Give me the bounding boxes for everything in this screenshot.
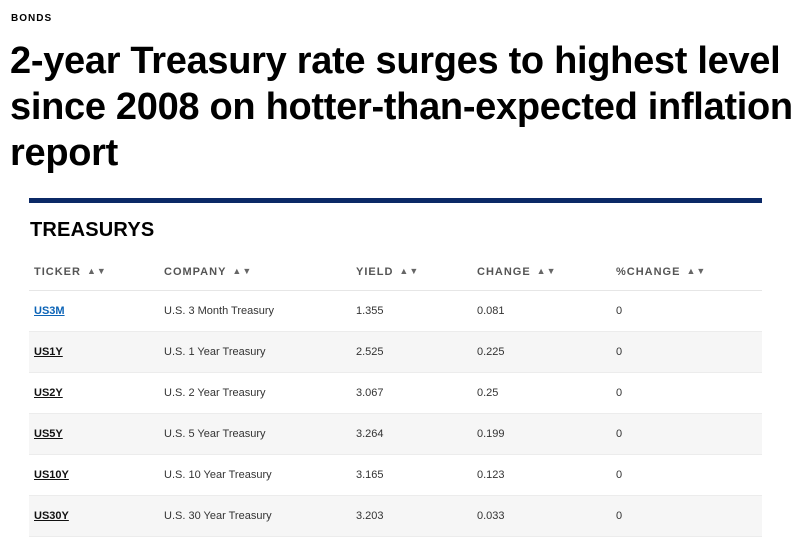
yield-cell: 3.203 — [351, 495, 472, 537]
change-cell: 0.123 — [472, 454, 611, 496]
pct-change-cell: 0 — [611, 372, 762, 414]
company-cell: U.S. 5 Year Treasury — [159, 413, 351, 455]
ticker-link[interactable]: US30Y — [34, 510, 69, 522]
section-kicker[interactable]: BONDS — [11, 13, 53, 24]
column-header-pct-change[interactable]: %CHANGE ▲▼ — [611, 254, 762, 291]
company-cell: U.S. 3 Month Treasury — [159, 290, 351, 332]
ticker-link[interactable]: US1Y — [34, 346, 63, 358]
article-headline: 2-year Treasury rate surges to highest l… — [10, 40, 793, 174]
pct-change-cell: 0 — [611, 495, 762, 537]
pct-change-cell: 0 — [611, 454, 762, 496]
change-cell: 0.225 — [472, 331, 611, 373]
company-cell: U.S. 2 Year Treasury — [159, 372, 351, 414]
pct-change-cell: 0 — [611, 413, 762, 455]
ticker-link[interactable]: US5Y — [34, 428, 63, 440]
table-row: US3M U.S. 3 Month Treasury 1.355 0.081 0 — [29, 290, 762, 332]
company-cell: U.S. 30 Year Treasury — [159, 495, 351, 537]
sort-icon[interactable]: ▲▼ — [686, 266, 707, 276]
ticker-link[interactable]: US3M — [34, 305, 65, 317]
sort-icon[interactable]: ▲▼ — [232, 266, 253, 276]
pct-change-cell: 0 — [611, 331, 762, 373]
sort-icon[interactable]: ▲▼ — [399, 266, 420, 276]
ticker-link[interactable]: US2Y — [34, 387, 63, 399]
change-cell: 0.199 — [472, 413, 611, 455]
yield-cell: 1.355 — [351, 290, 472, 332]
treasurys-table: TICKER ▲▼ COMPANY ▲▼ YIELD ▲▼ CHANGE ▲▼ %CHA… — [29, 254, 762, 537]
treasurys-module: TREASURYS TICKER ▲▼ COMPANY ▲▼ YIELD ▲▼ CHA… — [29, 198, 762, 537]
column-header-change[interactable]: CHANGE ▲▼ — [472, 254, 611, 291]
column-header-company[interactable]: COMPANY ▲▼ — [159, 254, 351, 291]
yield-cell: 3.067 — [351, 372, 472, 414]
pct-change-cell: 0 — [611, 290, 762, 332]
table-header-row: TICKER ▲▼ COMPANY ▲▼ YIELD ▲▼ CHANGE ▲▼ %CHA… — [29, 254, 762, 291]
change-cell: 0.033 — [472, 495, 611, 537]
table-row: US2Y U.S. 2 Year Treasury 3.067 0.25 0 — [29, 372, 762, 414]
table-row: US5Y U.S. 5 Year Treasury 3.264 0.199 0 — [29, 413, 762, 455]
table-row: US10Y U.S. 10 Year Treasury 3.165 0.123 … — [29, 454, 762, 496]
module-title: TREASURYS — [30, 219, 155, 241]
company-cell: U.S. 1 Year Treasury — [159, 331, 351, 373]
column-header-ticker[interactable]: TICKER ▲▼ — [29, 254, 159, 291]
ticker-link[interactable]: US10Y — [34, 469, 69, 481]
table-row: US1Y U.S. 1 Year Treasury 2.525 0.225 0 — [29, 331, 762, 373]
yield-cell: 2.525 — [351, 331, 472, 373]
table-row: US30Y U.S. 30 Year Treasury 3.203 0.033 … — [29, 495, 762, 537]
sort-icon[interactable]: ▲▼ — [536, 266, 557, 276]
change-cell: 0.081 — [472, 290, 611, 332]
change-cell: 0.25 — [472, 372, 611, 414]
column-header-yield[interactable]: YIELD ▲▼ — [351, 254, 472, 291]
yield-cell: 3.165 — [351, 454, 472, 496]
yield-cell: 3.264 — [351, 413, 472, 455]
company-cell: U.S. 10 Year Treasury — [159, 454, 351, 496]
sort-icon[interactable]: ▲▼ — [86, 266, 107, 276]
